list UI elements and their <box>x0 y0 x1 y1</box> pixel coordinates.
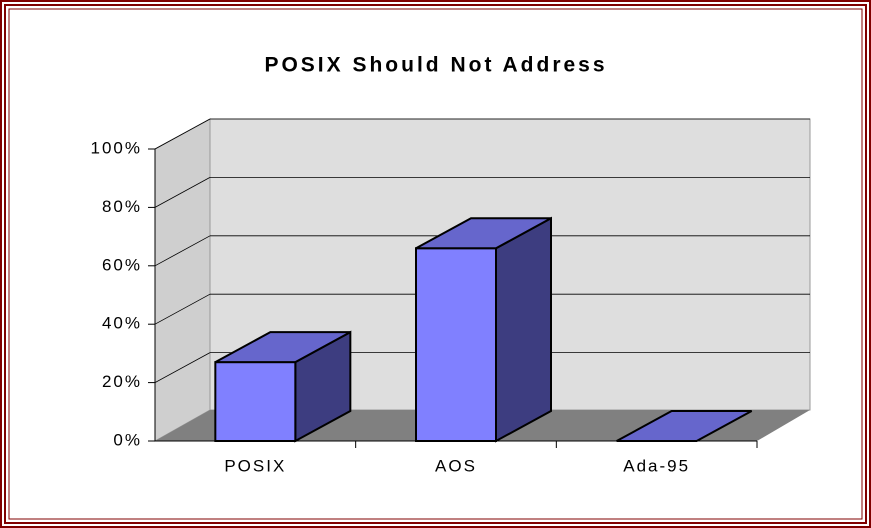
y-tick-label: 0% <box>113 430 142 449</box>
grid-line <box>154 352 211 383</box>
y-tick-label: 80% <box>102 197 142 216</box>
bar-front <box>214 361 297 442</box>
bar <box>415 216 552 443</box>
frame <box>4 4 867 524</box>
side-wall <box>154 118 211 442</box>
y-tick-label: 20% <box>102 372 142 391</box>
y-tick-label: 100% <box>91 138 142 157</box>
bar-side <box>495 216 552 443</box>
x-tick-label: POSIX <box>224 456 286 475</box>
y-tick-label: 60% <box>102 255 142 274</box>
bar <box>616 410 753 442</box>
y-tick-label: 40% <box>102 314 142 333</box>
bar-top <box>616 410 753 442</box>
grid-line <box>154 235 211 267</box>
bar-top <box>415 217 552 250</box>
grid-line <box>154 118 211 150</box>
chart-title: POSIX Should Not Address <box>264 54 607 77</box>
x-tick-label: Ada-95 <box>623 456 690 475</box>
bar <box>214 330 352 443</box>
bar-front <box>415 247 497 442</box>
grid-line <box>154 177 211 208</box>
frame <box>8 8 863 520</box>
x-tick-label: AOS <box>435 456 477 475</box>
grid-line <box>154 293 211 325</box>
bar-top <box>214 331 351 364</box>
